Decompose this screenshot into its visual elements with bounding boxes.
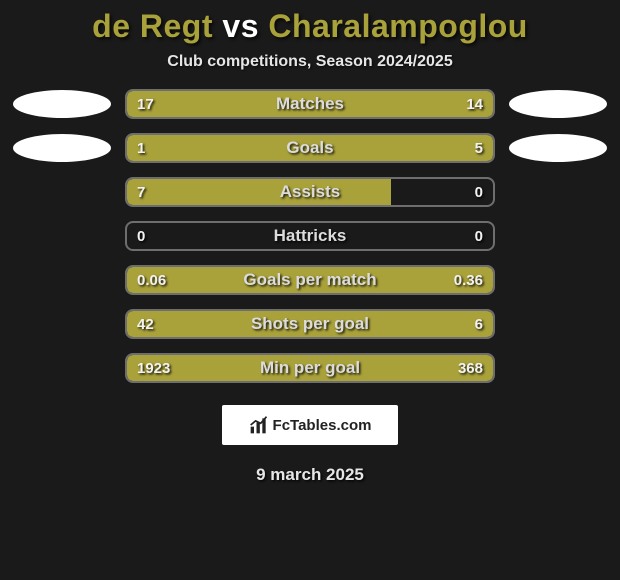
stat-bar: Assists70 bbox=[125, 177, 495, 207]
credit-text: FcTables.com bbox=[273, 417, 372, 434]
stat-bar: Hattricks0 0 bbox=[125, 221, 495, 251]
player1-marker bbox=[13, 90, 111, 118]
stat-row: Min per goal1923368 bbox=[13, 353, 607, 383]
date-text: 9 march 2025 bbox=[256, 465, 364, 485]
bar-fill-player2 bbox=[328, 91, 493, 117]
stat-row: Matches1714 bbox=[13, 89, 607, 119]
title-player1: de Regt bbox=[92, 8, 213, 44]
bar-fill-player1 bbox=[127, 267, 178, 293]
bar-fill-player1 bbox=[127, 311, 449, 337]
stat-value-player2: 0 bbox=[465, 179, 493, 205]
stat-bar: Matches1714 bbox=[125, 89, 495, 119]
bar-fill-player2 bbox=[178, 267, 493, 293]
title-vs: vs bbox=[222, 8, 259, 44]
bar-fill-player2 bbox=[189, 135, 493, 161]
bar-fill-player1 bbox=[127, 135, 189, 161]
bar-fill-player2 bbox=[434, 355, 493, 381]
stat-value-player2: 0 bbox=[465, 223, 493, 249]
stats-rows: Matches1714Goals15Assists70Hattricks00Go… bbox=[13, 89, 607, 397]
stat-row: Goals per match0.060.36 bbox=[13, 265, 607, 295]
stat-row: Shots per goal426 bbox=[13, 309, 607, 339]
player1-marker bbox=[13, 134, 111, 162]
bar-fill-player1 bbox=[127, 91, 328, 117]
stat-row: Assists70 bbox=[13, 177, 607, 207]
stat-label: Hattricks bbox=[127, 223, 493, 249]
stat-bar: Goals15 bbox=[125, 133, 495, 163]
bar-fill-player2 bbox=[449, 311, 493, 337]
title-player2: Charalampoglou bbox=[268, 8, 527, 44]
stat-value-player1: 0 bbox=[127, 223, 155, 249]
page-title: de Regt vs Charalampoglou bbox=[92, 8, 528, 45]
stat-row: Goals15 bbox=[13, 133, 607, 163]
player2-marker bbox=[509, 90, 607, 118]
subtitle: Club competitions, Season 2024/2025 bbox=[167, 53, 452, 71]
chart-icon bbox=[249, 415, 269, 435]
bar-fill-player1 bbox=[127, 355, 434, 381]
credit-badge[interactable]: FcTables.com bbox=[222, 405, 398, 445]
stat-bar: Goals per match0.060.36 bbox=[125, 265, 495, 295]
comparison-container: de Regt vs Charalampoglou Club competiti… bbox=[0, 0, 620, 580]
stat-bar: Shots per goal426 bbox=[125, 309, 495, 339]
bar-fill-player1 bbox=[127, 179, 391, 205]
stat-bar: Min per goal1923368 bbox=[125, 353, 495, 383]
stat-row: Hattricks0 0 bbox=[13, 221, 607, 251]
player2-marker bbox=[509, 134, 607, 162]
